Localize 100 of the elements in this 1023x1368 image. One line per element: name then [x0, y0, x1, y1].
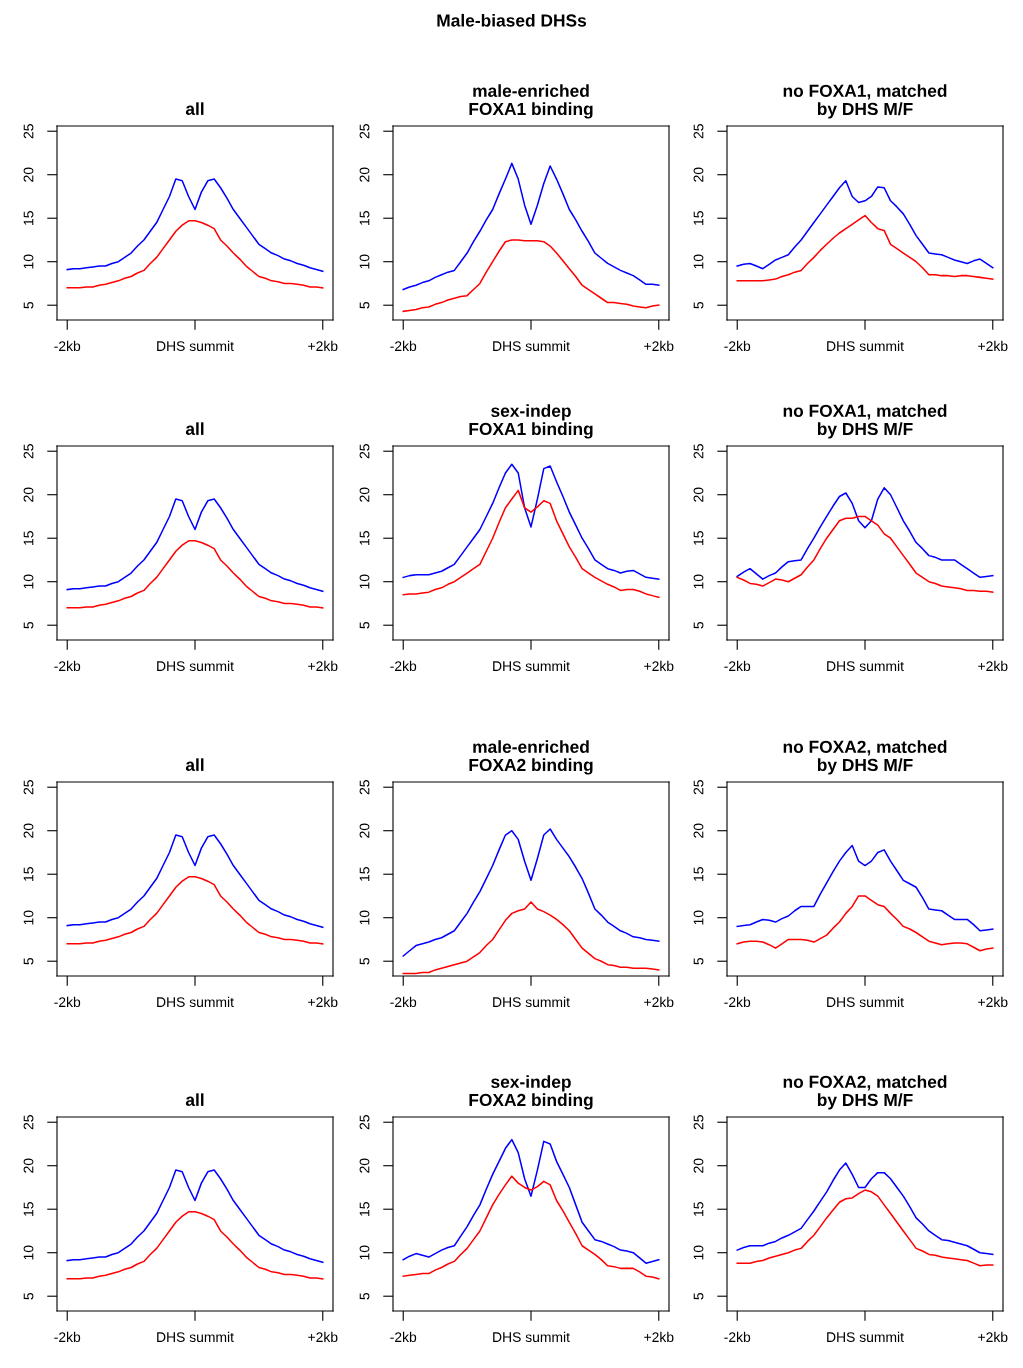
y-tick-label: 20	[359, 1158, 370, 1173]
chart-title: sex-indep FOXA2 binding	[469, 1075, 593, 1110]
chart-title: sex-indep FOXA1 binding	[469, 404, 593, 439]
x-tick-label: -2kb	[390, 340, 417, 352]
x-tick-label: -2kb	[724, 1331, 751, 1343]
y-tick-label: 10	[693, 1245, 704, 1260]
y-tick-label: 15	[359, 1202, 370, 1216]
y-tick-label: 25	[693, 124, 704, 139]
chart-title: all	[185, 758, 204, 772]
x-tick-label: -2kb	[54, 996, 81, 1008]
line-series	[736, 844, 994, 932]
y-tick-label: 5	[693, 1292, 704, 1300]
chart-title: no FOXA2, matched by DHS M/F	[783, 1075, 947, 1110]
y-tick-label: 25	[359, 1115, 370, 1130]
y-tick-label: 10	[23, 1245, 34, 1260]
y-tick-label: 15	[359, 531, 370, 545]
line-series	[66, 1211, 324, 1280]
y-tick-label: 5	[693, 301, 704, 309]
line-series	[66, 834, 324, 929]
y-tick-label: 25	[359, 444, 370, 459]
line-series	[66, 540, 324, 609]
x-tick-label: -2kb	[54, 340, 81, 352]
y-tick-label: 5	[359, 957, 370, 965]
y-tick-label: 25	[359, 780, 370, 795]
x-tick-label: DHS summit	[827, 996, 904, 1008]
line-series	[736, 895, 994, 952]
x-tick-label: -2kb	[390, 660, 417, 672]
y-tick-label: 20	[359, 167, 370, 182]
y-tick-label: 5	[359, 621, 370, 629]
x-tick-label: -2kb	[724, 660, 751, 672]
y-tick-label: 10	[23, 254, 34, 269]
y-tick-label: 20	[23, 823, 34, 838]
x-tick-label: +2kb	[644, 996, 674, 1008]
chart-title: male-enriched FOXA1 binding	[469, 84, 593, 119]
y-tick-label: 15	[693, 211, 704, 225]
y-tick-label: 15	[359, 211, 370, 225]
x-tick-label: -2kb	[724, 996, 751, 1008]
chart-title: all	[185, 1093, 204, 1107]
x-tick-label: DHS summit	[827, 340, 904, 352]
x-tick-label: DHS summit	[157, 660, 234, 672]
y-tick-label: 20	[693, 823, 704, 838]
chart-title: no FOXA1, matched by DHS M/F	[783, 404, 947, 439]
y-tick-label: 15	[23, 867, 34, 881]
y-tick-label: 20	[359, 487, 370, 502]
x-tick-label: DHS summit	[157, 996, 234, 1008]
line-series	[736, 486, 994, 580]
line-series	[736, 180, 994, 270]
x-tick-label: DHS summit	[493, 996, 570, 1008]
line-series	[66, 876, 324, 945]
y-tick-label: 15	[359, 867, 370, 881]
x-tick-label: -2kb	[390, 996, 417, 1008]
y-tick-label: 5	[693, 621, 704, 629]
y-tick-label: 25	[693, 1115, 704, 1130]
x-tick-label: +2kb	[978, 340, 1008, 352]
y-tick-label: 25	[359, 124, 370, 139]
x-tick-label: -2kb	[724, 340, 751, 352]
line-series	[736, 515, 994, 593]
y-tick-label: 10	[359, 910, 370, 925]
x-tick-label: +2kb	[978, 1331, 1008, 1343]
y-tick-label: 10	[23, 910, 34, 925]
line-series	[402, 239, 660, 313]
chart-title: no FOXA2, matched by DHS M/F	[783, 740, 947, 775]
x-tick-label: +2kb	[308, 1331, 338, 1343]
x-tick-label: +2kb	[644, 340, 674, 352]
line-series	[402, 1175, 660, 1280]
text: Male-biased DHSs	[437, 13, 587, 27]
y-tick-label: 5	[359, 301, 370, 309]
y-tick-label: 15	[693, 1202, 704, 1216]
y-tick-label: 15	[23, 531, 34, 545]
y-tick-label: 15	[23, 211, 34, 225]
line-series	[66, 220, 324, 289]
chart-title: male-enriched FOXA2 binding	[469, 740, 593, 775]
line-series	[736, 1189, 994, 1267]
x-tick-label: DHS summit	[157, 340, 234, 352]
y-tick-label: 10	[693, 574, 704, 589]
x-tick-label: -2kb	[54, 660, 81, 672]
chart-title: all	[185, 102, 204, 116]
y-tick-label: 15	[693, 867, 704, 881]
y-tick-label: 15	[23, 1202, 34, 1216]
y-tick-label: 20	[23, 487, 34, 502]
x-tick-label: -2kb	[54, 1331, 81, 1343]
x-tick-label: +2kb	[978, 996, 1008, 1008]
y-tick-label: 5	[23, 621, 34, 629]
y-tick-label: 10	[359, 254, 370, 269]
line-series	[402, 162, 660, 291]
y-tick-label: 5	[23, 957, 34, 965]
x-tick-label: DHS summit	[827, 660, 904, 672]
x-tick-label: +2kb	[644, 1331, 674, 1343]
y-tick-label: 10	[693, 254, 704, 269]
y-tick-label: 20	[359, 823, 370, 838]
x-tick-label: +2kb	[644, 660, 674, 672]
line-series	[402, 1138, 660, 1264]
y-tick-label: 20	[23, 1158, 34, 1173]
line-series	[402, 489, 660, 599]
line-series	[736, 1162, 994, 1256]
y-tick-label: 20	[23, 167, 34, 182]
line-series	[402, 901, 660, 975]
y-tick-label: 10	[359, 574, 370, 589]
y-tick-label: 15	[693, 531, 704, 545]
x-tick-label: DHS summit	[493, 340, 570, 352]
